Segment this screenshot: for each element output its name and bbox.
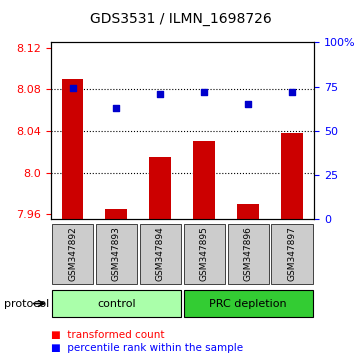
Bar: [61, 79, 83, 219]
Point: [289, 89, 295, 95]
Point: [245, 102, 251, 107]
Bar: [96, 224, 137, 284]
Point: [157, 91, 163, 97]
Text: ■  percentile rank within the sample: ■ percentile rank within the sample: [51, 343, 243, 353]
Bar: [193, 141, 215, 219]
Point: [201, 89, 207, 95]
Text: ■  transformed count: ■ transformed count: [51, 330, 164, 339]
Bar: [52, 290, 181, 317]
Bar: [237, 204, 259, 219]
Text: control: control: [97, 298, 136, 309]
Text: PRC depletion: PRC depletion: [209, 298, 287, 309]
Bar: [184, 290, 313, 317]
Bar: [149, 157, 171, 219]
Text: GSM347893: GSM347893: [112, 227, 121, 281]
Bar: [105, 209, 127, 219]
Bar: [281, 133, 303, 219]
Bar: [184, 224, 225, 284]
Text: GDS3531 / ILMN_1698726: GDS3531 / ILMN_1698726: [90, 12, 271, 27]
Point: [113, 105, 119, 111]
Text: GSM347892: GSM347892: [68, 227, 77, 281]
Text: GSM347897: GSM347897: [288, 227, 297, 281]
Bar: [140, 224, 181, 284]
Text: protocol: protocol: [4, 298, 49, 309]
Text: GSM347895: GSM347895: [200, 227, 209, 281]
Point: [70, 86, 75, 91]
Bar: [227, 224, 269, 284]
Bar: [52, 224, 93, 284]
Text: GSM347894: GSM347894: [156, 227, 165, 281]
Bar: [271, 224, 313, 284]
Text: GSM347896: GSM347896: [244, 227, 253, 281]
